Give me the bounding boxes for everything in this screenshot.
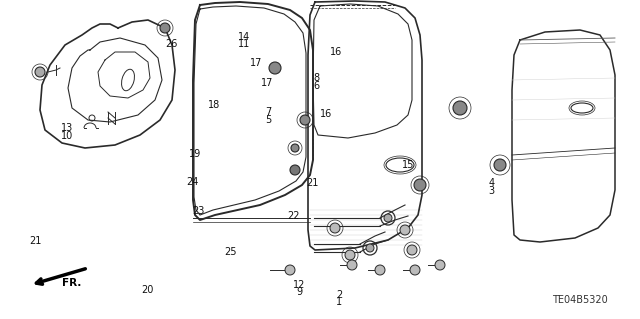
Text: 22: 22 (287, 211, 300, 221)
Text: 26: 26 (165, 39, 178, 49)
Circle shape (494, 159, 506, 171)
Text: 17: 17 (250, 58, 262, 68)
Text: 12: 12 (293, 279, 306, 290)
Text: 25: 25 (224, 247, 237, 257)
Circle shape (330, 223, 340, 233)
Text: 17: 17 (261, 78, 274, 88)
Circle shape (347, 260, 357, 270)
Text: 1: 1 (336, 297, 342, 308)
Circle shape (407, 245, 417, 255)
Text: 16: 16 (320, 109, 333, 119)
Text: 2: 2 (336, 290, 342, 300)
Text: 9: 9 (296, 287, 303, 297)
Text: 5: 5 (266, 115, 272, 125)
Text: 23: 23 (192, 205, 205, 216)
Text: 7: 7 (266, 107, 272, 117)
Text: 21: 21 (29, 236, 42, 246)
Text: 16: 16 (330, 47, 342, 57)
Circle shape (453, 101, 467, 115)
Text: 14: 14 (238, 32, 251, 42)
Text: 24: 24 (186, 177, 198, 187)
Circle shape (291, 144, 299, 152)
Text: 21: 21 (306, 178, 319, 189)
Circle shape (35, 67, 45, 77)
Circle shape (366, 244, 374, 252)
Circle shape (410, 265, 420, 275)
Text: 3: 3 (488, 186, 495, 196)
Text: 8: 8 (314, 73, 320, 84)
Text: TE04B5320: TE04B5320 (552, 295, 608, 305)
Circle shape (160, 23, 170, 33)
Text: 10: 10 (61, 130, 74, 141)
Text: 4: 4 (488, 178, 495, 188)
Circle shape (400, 225, 410, 235)
Text: 11: 11 (238, 39, 251, 49)
Text: 18: 18 (208, 100, 221, 110)
Circle shape (300, 115, 310, 125)
Circle shape (414, 179, 426, 191)
Text: 15: 15 (402, 160, 415, 170)
Text: 19: 19 (189, 149, 202, 159)
Circle shape (435, 260, 445, 270)
Circle shape (290, 165, 300, 175)
Text: 20: 20 (141, 285, 154, 295)
Text: FR.: FR. (62, 278, 82, 288)
Text: 13: 13 (61, 122, 74, 133)
Circle shape (345, 250, 355, 260)
Circle shape (269, 62, 281, 74)
Text: 6: 6 (314, 81, 320, 91)
Circle shape (375, 265, 385, 275)
Circle shape (285, 265, 295, 275)
Circle shape (384, 214, 392, 222)
